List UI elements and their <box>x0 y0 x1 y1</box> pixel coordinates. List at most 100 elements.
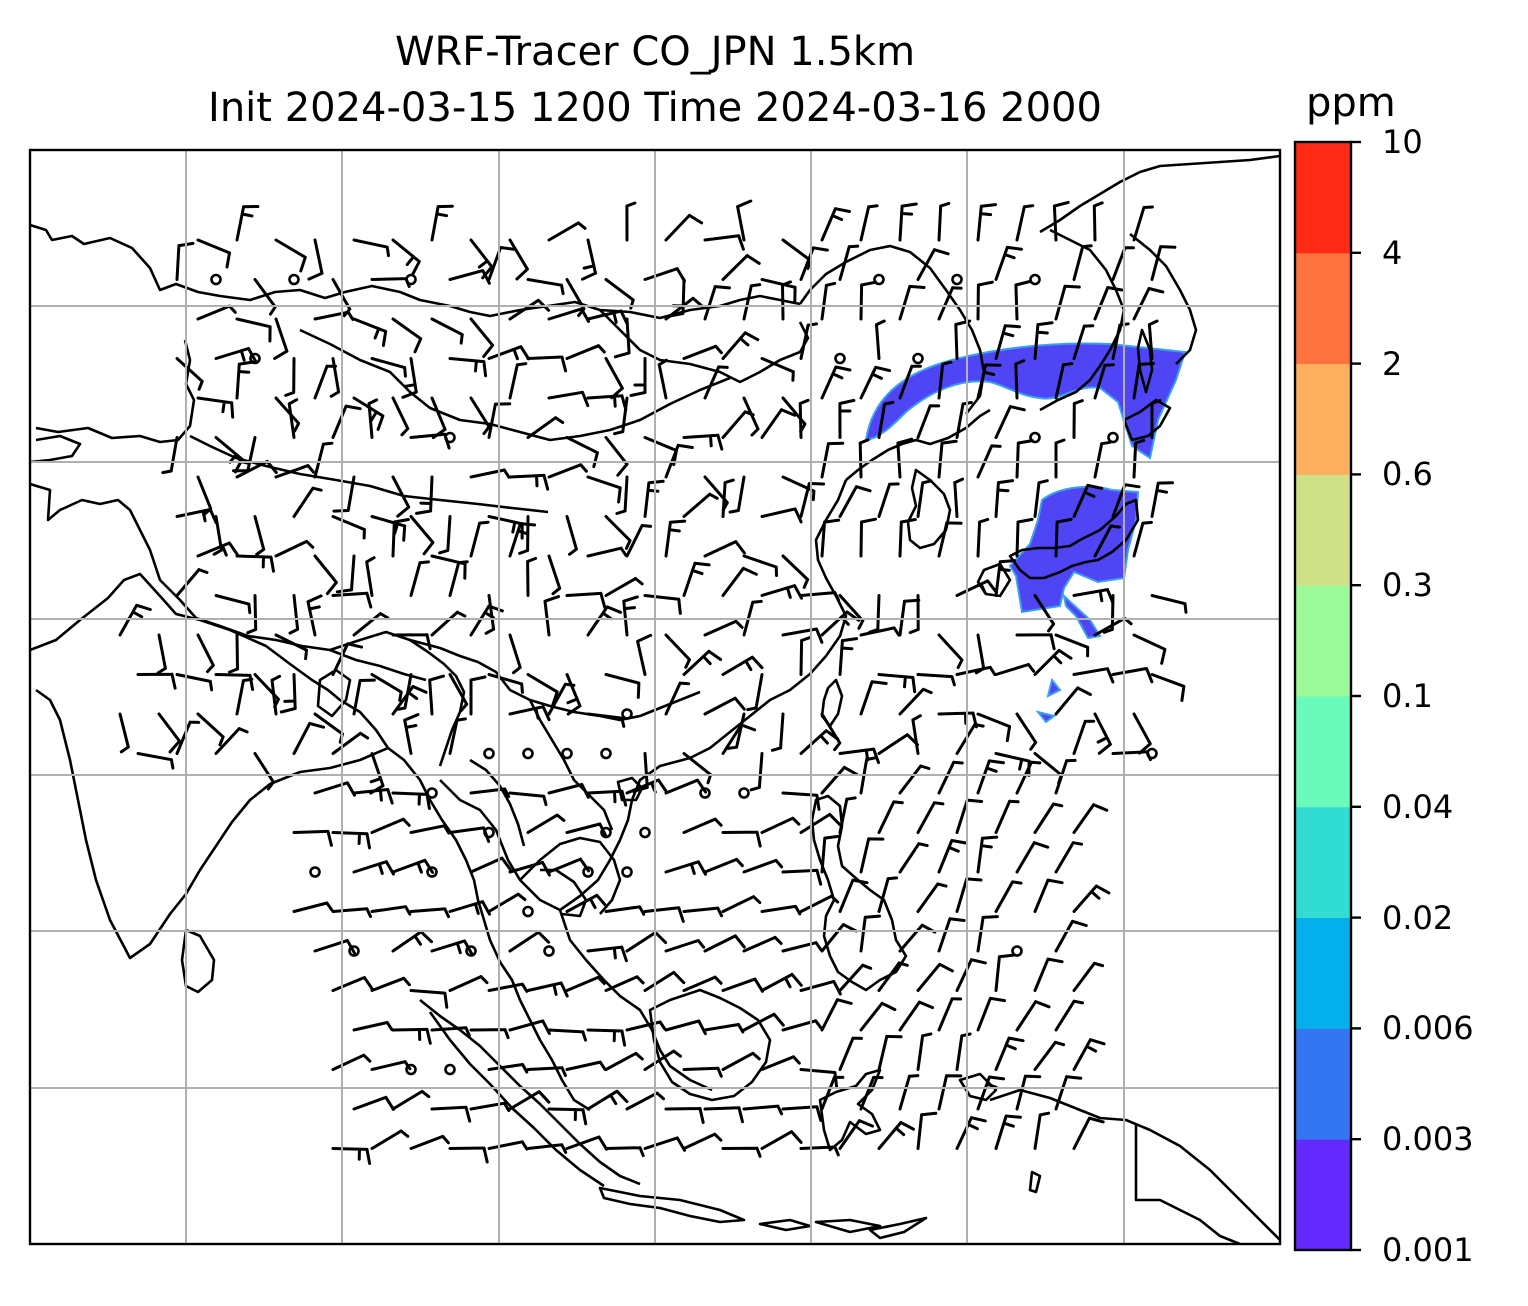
wind-barb <box>721 977 764 993</box>
wind-barb <box>1054 362 1074 400</box>
wind-barb <box>274 396 301 433</box>
wind-barb <box>799 1145 840 1157</box>
calm-wind-circle <box>600 747 612 760</box>
wind-barb <box>875 319 886 360</box>
wind-barb <box>820 765 859 795</box>
calm-wind-circle <box>288 273 300 286</box>
wind-barb <box>469 1101 511 1113</box>
wind-barb <box>329 357 341 398</box>
calm-wind-circle <box>426 866 438 878</box>
wind-barb <box>1072 324 1095 360</box>
wind-barb <box>1150 673 1186 702</box>
wind-barb <box>898 284 926 321</box>
calm-wind-circle <box>699 787 711 799</box>
wind-barb <box>1054 1075 1083 1111</box>
wind-barb <box>1054 686 1092 716</box>
wind-barb <box>1072 1038 1106 1071</box>
wind-barb <box>859 914 881 953</box>
wind-barb <box>1111 750 1152 762</box>
wind-barb <box>613 396 629 436</box>
plume-fleck <box>1046 677 1062 698</box>
wind-barb <box>877 400 895 439</box>
wind-barb <box>742 1104 784 1116</box>
wind-barb <box>331 976 374 992</box>
calm-wind-circle <box>444 431 456 444</box>
wind-barb <box>1015 1000 1051 1032</box>
calm-wind-circle <box>1107 431 1119 444</box>
wind-barb <box>469 856 512 874</box>
wind-barb <box>1072 1116 1105 1150</box>
wind-barb <box>430 610 467 637</box>
wind-barb <box>994 245 1023 281</box>
wind-barb <box>937 439 958 479</box>
wind-barb <box>898 842 929 874</box>
wind-barb <box>586 712 626 728</box>
wind-barb <box>313 712 344 744</box>
wind-barb <box>1033 878 1064 913</box>
wind-barb <box>760 357 795 382</box>
calm-wind-circle <box>1146 747 1158 760</box>
calm-wind-circle <box>1029 273 1041 286</box>
wind-barb <box>664 778 708 795</box>
wind-barb <box>976 1075 1006 1111</box>
coastline-japan-honshu <box>1008 498 1140 580</box>
colorbar-segment <box>1295 806 1351 919</box>
wind-barb <box>508 930 551 953</box>
wind-barb <box>994 559 1016 597</box>
calm-wind-circle <box>873 273 885 286</box>
wind-barb <box>430 396 447 440</box>
wind-barb <box>565 975 606 992</box>
wind-barb <box>1150 481 1174 518</box>
wind-barb <box>391 396 410 437</box>
wind-barb <box>682 1132 723 1150</box>
wind-barb <box>313 781 356 797</box>
wind-barb <box>770 712 785 752</box>
wind-barb <box>781 941 823 953</box>
wind-barb <box>1015 204 1035 242</box>
wind-barb <box>721 478 735 518</box>
border-burma-thai <box>469 758 526 847</box>
wind-barb <box>703 285 731 321</box>
wind-barb <box>284 357 296 397</box>
wind-barb <box>1092 201 1104 242</box>
wind-barb <box>370 905 412 916</box>
border-china-central <box>299 328 731 442</box>
wind-barb <box>175 357 204 391</box>
wind-barb <box>994 663 1036 676</box>
calm-wind-circle <box>210 273 222 286</box>
wind-barb <box>682 752 713 785</box>
wind-barb <box>859 837 885 874</box>
wind-barb <box>487 1063 529 1074</box>
wind-barb <box>604 515 632 550</box>
wind-barb <box>409 515 435 556</box>
wind-barb <box>508 473 550 491</box>
calm-wind-circle <box>1011 945 1023 957</box>
wind-barb <box>565 436 599 469</box>
wind-barb <box>976 280 994 321</box>
wind-barb <box>838 485 872 518</box>
wind-barb <box>1054 841 1084 874</box>
wind-barb <box>877 1121 915 1150</box>
wind-barb <box>409 560 430 597</box>
wind-barb <box>643 906 685 923</box>
wind-barb <box>838 398 856 439</box>
wind-barb <box>565 673 582 716</box>
wind-barb <box>604 1051 644 1071</box>
wind-barb <box>1132 205 1154 242</box>
wind-barb <box>1072 244 1093 281</box>
colorbar-segment <box>1295 1139 1351 1251</box>
calm-wind-circle <box>465 945 477 957</box>
wind-barb <box>1054 999 1084 1032</box>
wind-barb <box>487 246 517 281</box>
coastline-lesser-sunda <box>758 1218 812 1232</box>
wind-barb <box>898 1074 920 1111</box>
wind-barb <box>547 1107 588 1126</box>
wind-barb <box>604 278 635 310</box>
wind-barb <box>721 655 764 676</box>
wind-barb <box>214 594 252 615</box>
wind-barb <box>820 834 841 874</box>
wind-barb <box>508 705 551 722</box>
wind-barb <box>736 199 753 242</box>
wind-barb <box>937 997 963 1032</box>
wind-barb <box>742 396 760 437</box>
